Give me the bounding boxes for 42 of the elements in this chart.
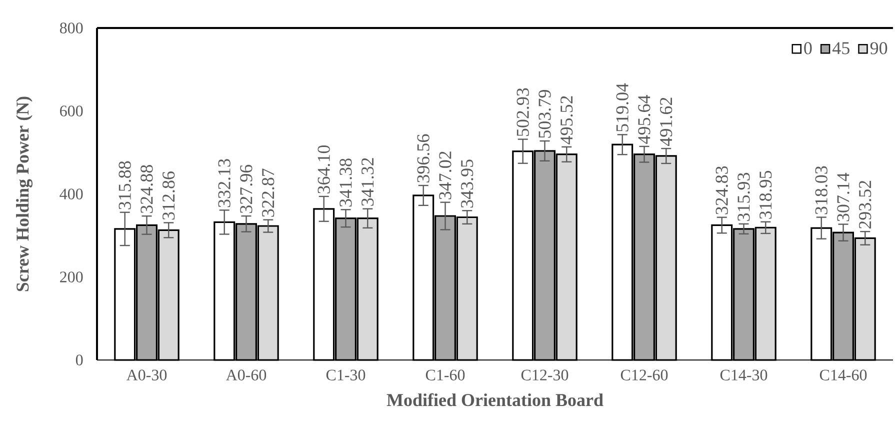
x-tick-label: C1-60 [426, 370, 465, 380]
y-tick-label: 800 [60, 22, 83, 34]
data-label: 315.93 [738, 172, 750, 221]
x-axis-title: Modified Orientation Board [386, 393, 604, 406]
data-label: 312.86 [162, 172, 175, 220]
data-label: 347.02 [439, 152, 452, 200]
data-label: 341.32 [362, 158, 374, 206]
data-label: 318.03 [815, 166, 828, 214]
y-tick-label: 200 [60, 272, 83, 282]
legend-label: 45 [832, 42, 850, 54]
data-label: 396.56 [417, 134, 430, 182]
data-label: 343.95 [461, 160, 474, 208]
data-label: 315.88 [118, 161, 131, 210]
legend-label: 90 [870, 42, 888, 54]
data-label: 324.88 [140, 165, 153, 213]
x-tick-label: C14-60 [820, 370, 867, 380]
legend-label: 0 [804, 42, 812, 54]
data-label: 503.79 [538, 90, 551, 138]
x-tick-label: C12-30 [521, 370, 568, 380]
x-tick-label: A0-60 [226, 370, 266, 380]
x-tick-label: C14-30 [720, 370, 768, 380]
data-label: 293.52 [859, 180, 872, 229]
data-label: 495.52 [560, 96, 573, 144]
y-axis-title: Screw Holding Power (N) [16, 96, 33, 292]
data-label: 341.38 [340, 158, 352, 207]
data-label: 327.96 [240, 164, 252, 213]
data-label: 502.93 [516, 88, 529, 136]
data-label: 307.14 [837, 172, 850, 222]
x-tick-label: A0-30 [126, 370, 167, 380]
data-label: 491.62 [660, 98, 672, 146]
y-tick-label: 600 [60, 106, 83, 116]
data-label: 364.10 [318, 145, 330, 194]
x-tick-label: C12-60 [620, 370, 668, 380]
data-label: 495.64 [638, 95, 650, 144]
data-label: 332.13 [218, 159, 230, 208]
y-tick-label: 400 [60, 188, 83, 200]
data-label: 324.83 [716, 166, 728, 214]
data-label: 322.87 [262, 168, 274, 217]
x-tick-label: C1-30 [326, 370, 366, 380]
data-label: 318.95 [760, 170, 772, 219]
y-tick-label: 0 [76, 354, 83, 366]
data-label: 519.04 [616, 83, 628, 132]
